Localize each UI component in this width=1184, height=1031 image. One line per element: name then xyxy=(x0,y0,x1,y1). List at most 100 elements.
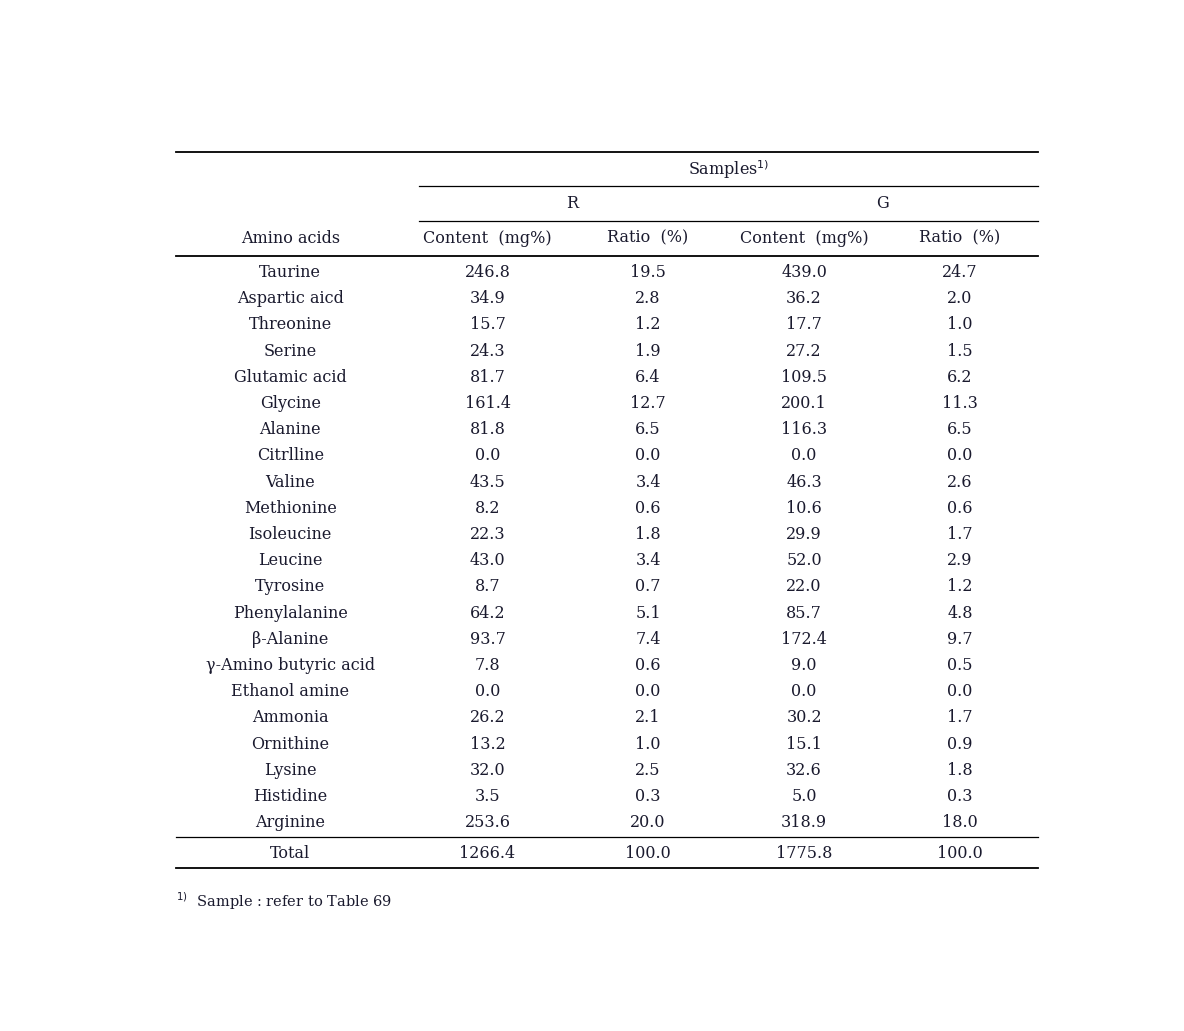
Text: 7.8: 7.8 xyxy=(475,657,501,674)
Text: 2.8: 2.8 xyxy=(636,291,661,307)
Text: 34.9: 34.9 xyxy=(470,291,506,307)
Text: 0.6: 0.6 xyxy=(947,500,973,517)
Text: 32.6: 32.6 xyxy=(786,762,822,778)
Text: 24.3: 24.3 xyxy=(470,342,506,360)
Text: 9.7: 9.7 xyxy=(947,631,973,647)
Text: 1266.4: 1266.4 xyxy=(459,845,515,862)
Text: 20.0: 20.0 xyxy=(630,814,665,831)
Text: Content  (mg%): Content (mg%) xyxy=(423,230,552,246)
Text: 81.7: 81.7 xyxy=(470,369,506,386)
Text: 0.0: 0.0 xyxy=(475,684,500,700)
Text: 0.0: 0.0 xyxy=(636,447,661,464)
Text: Histidine: Histidine xyxy=(253,788,327,805)
Text: 0.6: 0.6 xyxy=(636,500,661,517)
Text: 46.3: 46.3 xyxy=(786,473,822,491)
Text: 30.2: 30.2 xyxy=(786,709,822,727)
Text: 1.8: 1.8 xyxy=(636,526,661,543)
Text: 0.3: 0.3 xyxy=(636,788,661,805)
Text: 3.5: 3.5 xyxy=(475,788,501,805)
Text: 1.9: 1.9 xyxy=(636,342,661,360)
Text: 29.9: 29.9 xyxy=(786,526,822,543)
Text: Ammonia: Ammonia xyxy=(252,709,328,727)
Text: 26.2: 26.2 xyxy=(470,709,506,727)
Text: Valine: Valine xyxy=(265,473,315,491)
Text: 253.6: 253.6 xyxy=(464,814,510,831)
Text: Ratio  (%): Ratio (%) xyxy=(920,230,1000,246)
Text: Samples$^{1)}$: Samples$^{1)}$ xyxy=(688,159,770,181)
Text: 9.0: 9.0 xyxy=(791,657,817,674)
Text: 1.8: 1.8 xyxy=(947,762,973,778)
Text: Ratio  (%): Ratio (%) xyxy=(607,230,689,246)
Text: 1775.8: 1775.8 xyxy=(776,845,832,862)
Text: β-Alanine: β-Alanine xyxy=(252,631,328,647)
Text: 36.2: 36.2 xyxy=(786,291,822,307)
Text: 172.4: 172.4 xyxy=(781,631,826,647)
Text: 1.0: 1.0 xyxy=(947,317,973,333)
Text: 5.1: 5.1 xyxy=(636,604,661,622)
Text: 0.0: 0.0 xyxy=(791,447,817,464)
Text: 0.9: 0.9 xyxy=(947,735,973,753)
Text: 0.3: 0.3 xyxy=(947,788,973,805)
Text: Citrlline: Citrlline xyxy=(257,447,323,464)
Text: 6.2: 6.2 xyxy=(947,369,973,386)
Text: 8.7: 8.7 xyxy=(475,578,501,596)
Text: 2.6: 2.6 xyxy=(947,473,973,491)
Text: Arginine: Arginine xyxy=(256,814,326,831)
Text: 2.1: 2.1 xyxy=(636,709,661,727)
Text: 246.8: 246.8 xyxy=(464,264,510,281)
Text: G: G xyxy=(876,196,888,212)
Text: 15.7: 15.7 xyxy=(470,317,506,333)
Text: 2.9: 2.9 xyxy=(947,553,973,569)
Text: 161.4: 161.4 xyxy=(464,395,510,412)
Text: 32.0: 32.0 xyxy=(470,762,506,778)
Text: 1.7: 1.7 xyxy=(947,709,973,727)
Text: Lysine: Lysine xyxy=(264,762,316,778)
Text: 27.2: 27.2 xyxy=(786,342,822,360)
Text: 8.2: 8.2 xyxy=(475,500,501,517)
Text: Threonine: Threonine xyxy=(249,317,332,333)
Text: 22.3: 22.3 xyxy=(470,526,506,543)
Text: 17.7: 17.7 xyxy=(786,317,822,333)
Text: Leucine: Leucine xyxy=(258,553,322,569)
Text: 19.5: 19.5 xyxy=(630,264,667,281)
Text: 22.0: 22.0 xyxy=(786,578,822,596)
Text: 85.7: 85.7 xyxy=(786,604,822,622)
Text: 1.5: 1.5 xyxy=(947,342,973,360)
Text: Glutamic acid: Glutamic acid xyxy=(234,369,347,386)
Text: 7.4: 7.4 xyxy=(636,631,661,647)
Text: 2.5: 2.5 xyxy=(636,762,661,778)
Text: 0.0: 0.0 xyxy=(947,684,973,700)
Text: 109.5: 109.5 xyxy=(781,369,828,386)
Text: 10.6: 10.6 xyxy=(786,500,822,517)
Text: 6.5: 6.5 xyxy=(947,422,973,438)
Text: 1.2: 1.2 xyxy=(947,578,973,596)
Text: 1.2: 1.2 xyxy=(636,317,661,333)
Text: 81.8: 81.8 xyxy=(470,422,506,438)
Text: R: R xyxy=(566,196,579,212)
Text: Tyrosine: Tyrosine xyxy=(255,578,326,596)
Text: 5.0: 5.0 xyxy=(791,788,817,805)
Text: 6.5: 6.5 xyxy=(636,422,661,438)
Text: 0.5: 0.5 xyxy=(947,657,973,674)
Text: Ethanol amine: Ethanol amine xyxy=(231,684,349,700)
Text: Isoleucine: Isoleucine xyxy=(249,526,332,543)
Text: 15.1: 15.1 xyxy=(786,735,822,753)
Text: 0.7: 0.7 xyxy=(636,578,661,596)
Text: γ-Amino butyric acid: γ-Amino butyric acid xyxy=(206,657,375,674)
Text: 0.0: 0.0 xyxy=(636,684,661,700)
Text: 11.3: 11.3 xyxy=(942,395,978,412)
Text: Alanine: Alanine xyxy=(259,422,321,438)
Text: 100.0: 100.0 xyxy=(625,845,671,862)
Text: 439.0: 439.0 xyxy=(781,264,826,281)
Text: 12.7: 12.7 xyxy=(630,395,665,412)
Text: 0.6: 0.6 xyxy=(636,657,661,674)
Text: 2.0: 2.0 xyxy=(947,291,973,307)
Text: 116.3: 116.3 xyxy=(781,422,828,438)
Text: 18.0: 18.0 xyxy=(942,814,978,831)
Text: Total: Total xyxy=(270,845,310,862)
Text: 100.0: 100.0 xyxy=(938,845,983,862)
Text: 13.2: 13.2 xyxy=(470,735,506,753)
Text: 43.5: 43.5 xyxy=(470,473,506,491)
Text: Aspartic aicd: Aspartic aicd xyxy=(237,291,343,307)
Text: Glycine: Glycine xyxy=(259,395,321,412)
